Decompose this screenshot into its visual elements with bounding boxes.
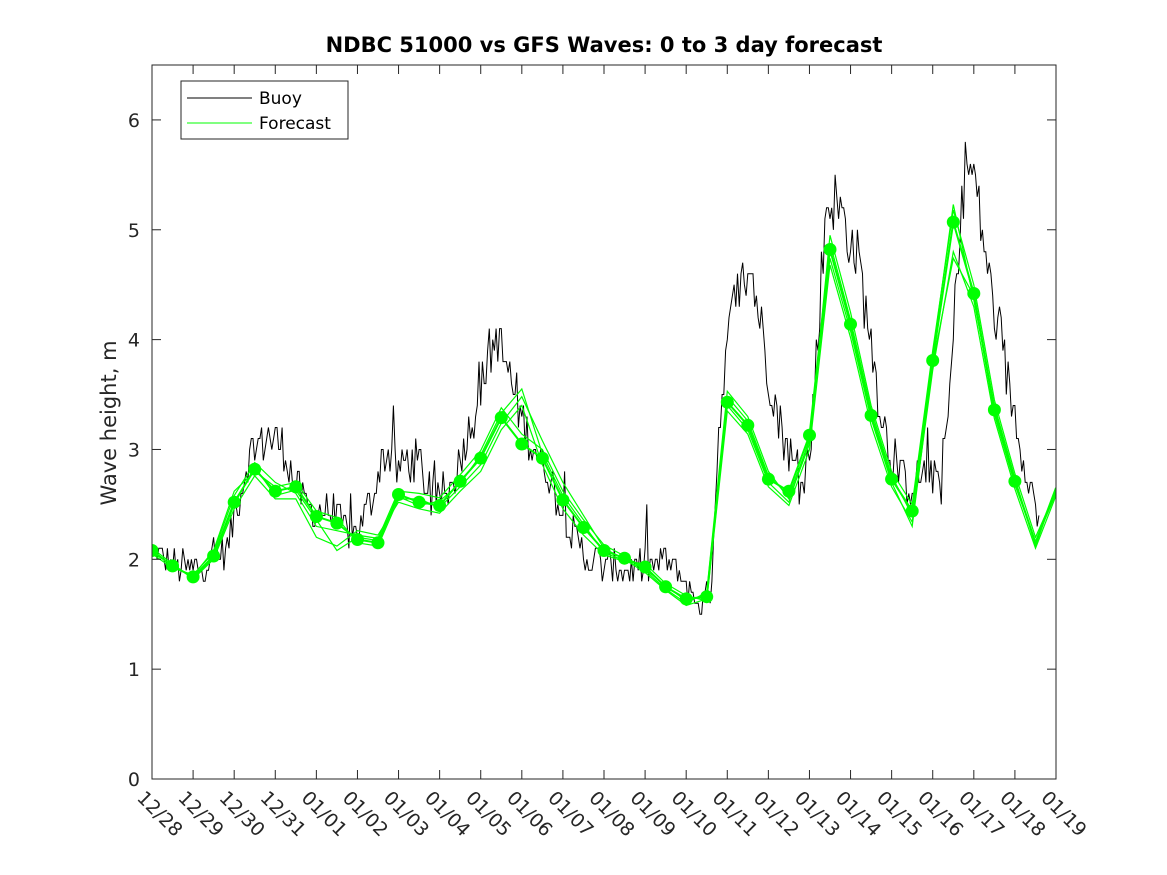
forecast-marker <box>412 495 426 509</box>
forecast-marker <box>618 551 631 565</box>
forecast-marker <box>556 493 570 507</box>
forecast-marker <box>577 521 590 534</box>
forecast-marker <box>515 437 529 451</box>
forecast-marker <box>453 474 467 488</box>
forecast-marker <box>946 215 960 229</box>
legend-label-buoy: Buoy <box>259 89 302 109</box>
forecast-marker <box>289 480 303 494</box>
forecast-marker <box>268 484 282 498</box>
forecast-marker <box>782 484 796 498</box>
forecast-marker <box>152 544 159 557</box>
forecast-marker <box>494 411 508 425</box>
legend-box <box>180 80 349 140</box>
forecast-marker <box>700 590 714 604</box>
forecast-marker <box>741 418 755 432</box>
forecast-marker <box>351 533 364 546</box>
forecast-marker <box>474 451 488 465</box>
forecast-marker <box>597 544 611 557</box>
plot-background <box>152 65 1056 779</box>
forecast-marker <box>638 560 652 574</box>
forecast-marker <box>987 403 1001 417</box>
forecast-marker <box>330 516 344 530</box>
forecast-marker <box>433 499 447 512</box>
y-tick-label: 3 <box>128 439 140 461</box>
forecast-marker <box>392 488 405 501</box>
plot-area: 012345612/2812/2912/3012/3101/0101/0201/… <box>128 64 1091 841</box>
y-axis-label: Wave height, m <box>97 340 121 505</box>
y-tick-label: 2 <box>128 549 140 571</box>
forecast-marker <box>885 472 899 486</box>
forecast-marker <box>720 395 734 409</box>
forecast-marker <box>186 570 200 584</box>
forecast-marker <box>248 462 262 476</box>
forecast-marker <box>371 536 385 550</box>
y-tick-label: 5 <box>128 220 140 242</box>
forecast-marker <box>905 504 919 518</box>
forecast-marker <box>967 287 981 300</box>
forecast-marker <box>535 451 549 465</box>
chart-title: NDBC 51000 vs GFS Waves: 0 to 3 day fore… <box>326 33 883 57</box>
forecast-marker <box>823 243 837 256</box>
forecast-marker <box>926 354 940 367</box>
y-tick-label: 1 <box>128 659 140 681</box>
forecast-marker <box>166 559 179 573</box>
forecast-marker <box>659 580 673 594</box>
y-tick-label: 4 <box>128 330 140 352</box>
forecast-marker <box>207 549 221 563</box>
forecast-marker <box>679 592 693 606</box>
forecast-marker <box>864 408 878 422</box>
legend-label-forecast: Forecast <box>259 114 331 134</box>
forecast-marker <box>761 472 775 486</box>
y-tick-label: 0 <box>128 769 140 791</box>
forecast-marker <box>1008 474 1022 488</box>
forecast-marker <box>227 495 241 509</box>
legend: Buoy Forecast <box>180 80 349 140</box>
y-tick-label: 6 <box>128 110 140 132</box>
forecast-marker <box>309 510 323 523</box>
forecast-marker <box>844 317 857 331</box>
forecast-marker <box>803 428 816 442</box>
